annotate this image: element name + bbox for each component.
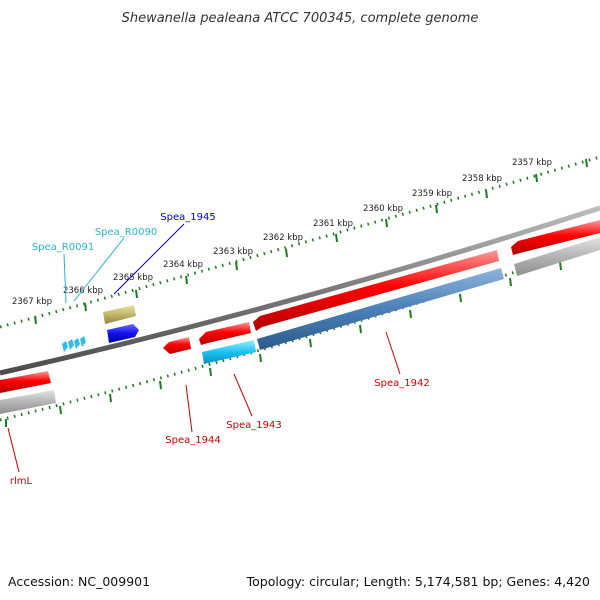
gene-label-spea-1944: Spea_1944	[165, 435, 220, 446]
gene-label-spea-1942: Spea_1942	[374, 378, 429, 389]
rrna-feature	[103, 305, 136, 324]
tick-label: 2364 kbp	[163, 260, 203, 270]
tick-label: 2367 kbp	[12, 297, 52, 307]
rna-features	[62, 305, 139, 352]
outer-major-ticks	[34, 158, 588, 325]
forward-strand-features	[0, 220, 600, 393]
cog-band-features	[0, 237, 600, 414]
tick-label: 2358 kbp	[462, 174, 502, 184]
genome-backbone	[0, 205, 600, 376]
gene-label-spea-1945: Spea_1945	[160, 212, 215, 223]
blue-feature-spea-1945	[107, 324, 139, 343]
accession-text: Accession: NC_009901	[8, 574, 150, 589]
cds-spea-1942	[253, 250, 499, 331]
tick-label: 2365 kbp	[113, 273, 153, 283]
label-leaders	[7, 223, 401, 473]
gene-label-rlml: rlmL	[10, 476, 33, 487]
gene-label-spea-1943: Spea_1943	[226, 420, 281, 431]
cog-gray-left	[0, 390, 56, 414]
tick-labels: 2357 kbp 2358 kbp 2359 kbp 2360 kbp 2361…	[12, 158, 552, 307]
cds-right-fragment	[511, 220, 600, 255]
gene-label-spea-r0091: Spea_R0091	[32, 242, 94, 253]
gene-labels: Spea_1945 Spea_R0090 Spea_R0091 Spea_194…	[10, 212, 430, 487]
genome-info-text: Topology: circular; Length: 5,174,581 bp…	[246, 574, 590, 589]
tick-label: 2362 kbp	[263, 233, 303, 243]
gene-label-spea-r0090: Spea_R0090	[95, 227, 157, 238]
cds-rlml	[0, 371, 51, 393]
tick-label: 2361 kbp	[313, 219, 353, 229]
trna-chevrons	[62, 336, 86, 352]
cog-cyan-bar	[202, 340, 256, 364]
cog-steel-bar	[257, 268, 504, 350]
inner-tick-ring	[0, 242, 600, 422]
inner-major-ticks	[5, 261, 562, 427]
map-title: Shewanella pealeana ATCC 700345, complet…	[122, 11, 479, 26]
outer-tick-ring	[0, 155, 600, 329]
cog-gray-right	[514, 237, 600, 276]
tick-label: 2359 kbp	[412, 189, 452, 199]
tick-label: 2357 kbp	[512, 158, 552, 168]
cds-spea-1943	[199, 322, 251, 345]
tick-label: 2363 kbp	[213, 247, 253, 257]
tick-label: 2366 kbp	[63, 286, 103, 296]
cds-spea-1944	[163, 337, 191, 354]
tick-label: 2360 kbp	[363, 204, 403, 214]
